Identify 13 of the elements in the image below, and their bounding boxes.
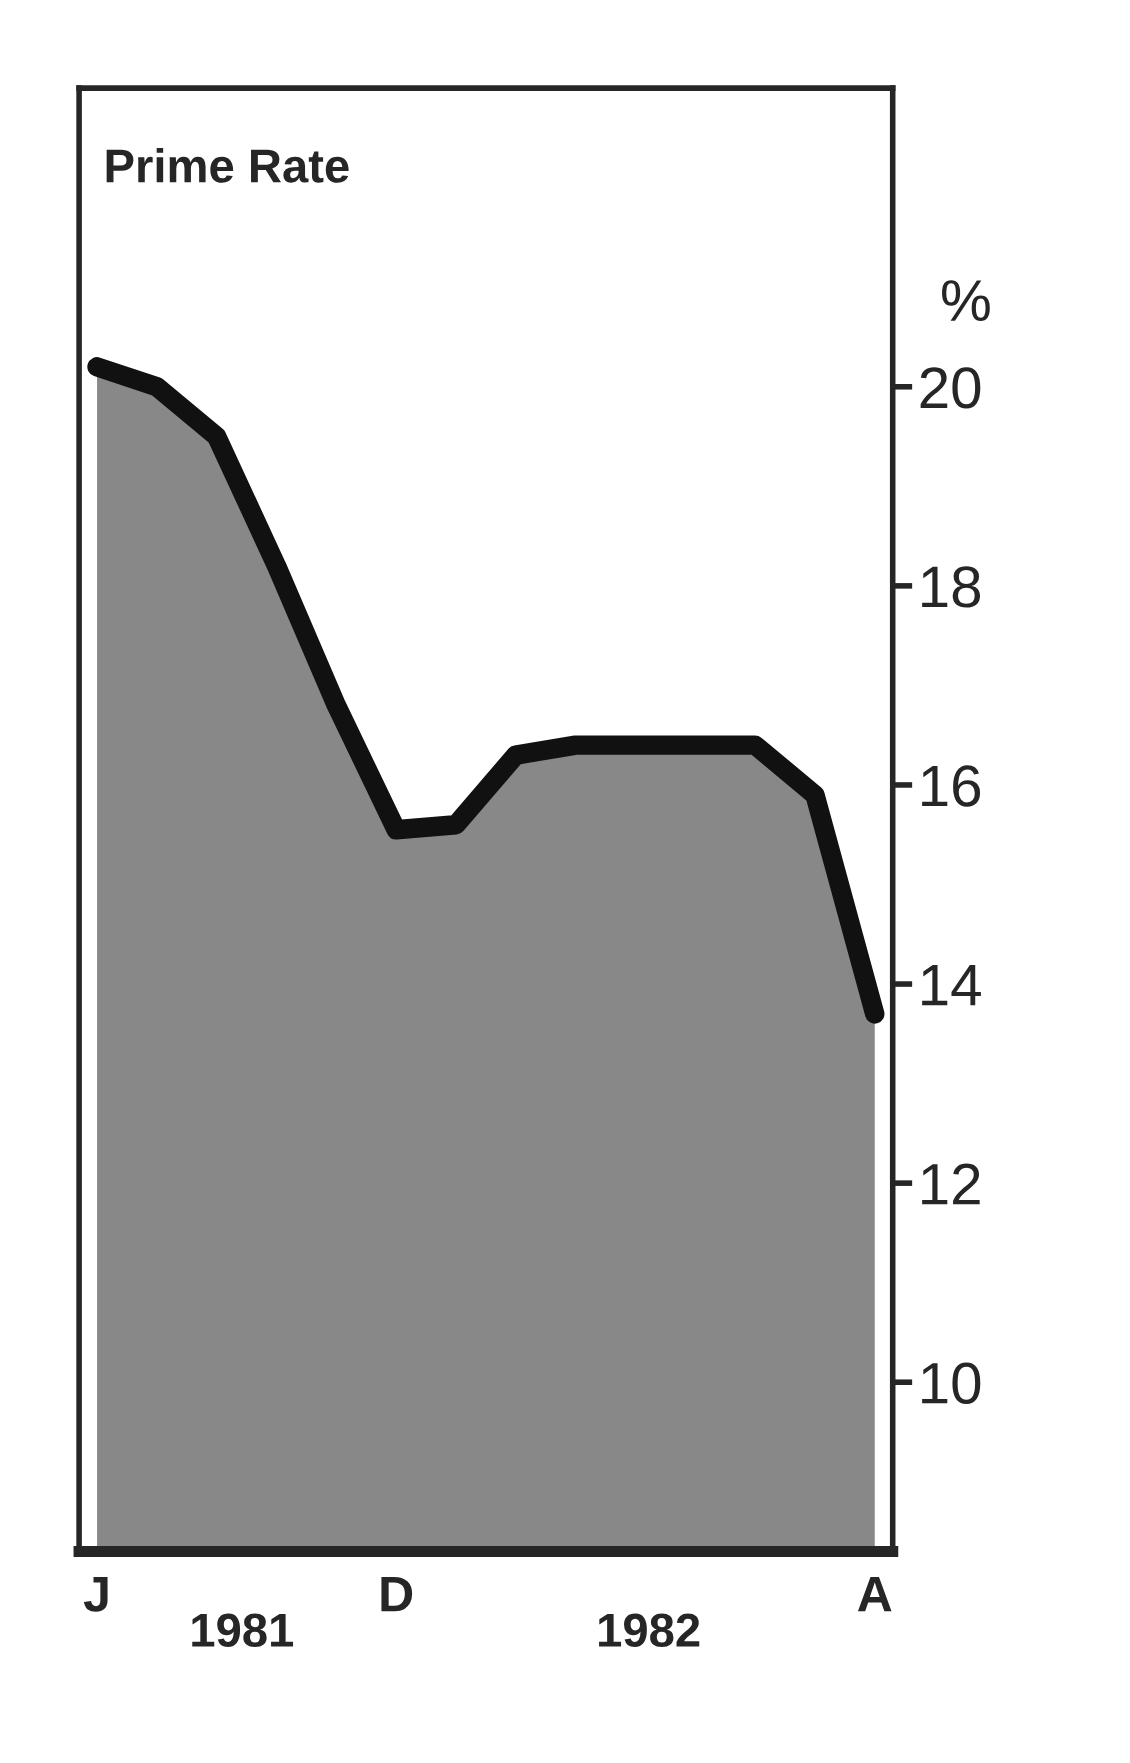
text: 1982 (599, 1613, 700, 1648)
text: 1981 (192, 1613, 294, 1648)
y-tick-label: 16 (922, 765, 981, 807)
text: Prime Rate (106, 148, 349, 183)
y-tick-label: 10 (922, 1362, 981, 1404)
x-tick-label: A (857, 1576, 892, 1612)
y-tick-label: 20 (920, 367, 981, 409)
x-tick-label: J (83, 1576, 108, 1612)
y-tick-label: 18 (922, 566, 981, 608)
y-axis-title: % (942, 280, 990, 321)
x-tick-label: D (381, 1576, 413, 1612)
y-tick-label: 14 (922, 965, 981, 1006)
y-tick-label: 12 (922, 1163, 980, 1205)
